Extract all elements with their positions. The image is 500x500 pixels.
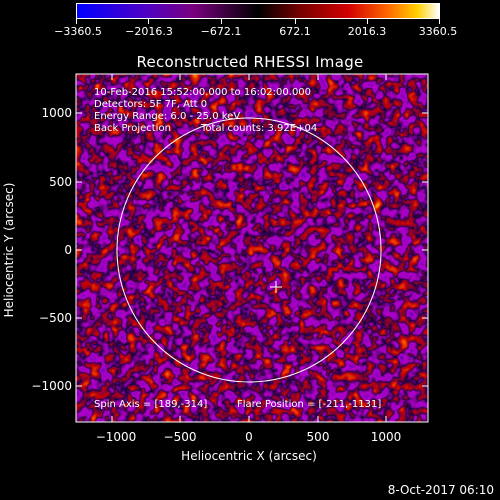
y-tick-label: 1000 [41,106,72,120]
y-axis-label: Heliocentric Y (arcsec) [2,183,16,318]
x-tick-label: 1000 [371,430,402,444]
y-tick-label: 0 [64,243,72,257]
plot-title: Reconstructed RHESSI Image [136,53,364,71]
solar-limb-circle [116,117,382,383]
colorbar [76,3,440,19]
detectors-annotation: Detectors: 5F 7F, Att 0 [94,99,208,110]
colorbar-tick [295,19,296,24]
y-tick-label: −500 [39,311,72,325]
x-axis-label: Heliocentric X (arcsec) [181,449,317,463]
colorbar-tick-label: 2016.3 [347,25,387,38]
energy-range-annotation: Energy Range: 6.0 - 25.0 keV [94,111,241,122]
plot-frame [75,73,429,423]
y-axis-ticks [76,112,428,387]
total-counts-annotation: Total counts: 3.92E+04 [201,123,318,134]
colorbar-tick-label: 3360.5 [418,25,458,38]
x-tick-label: 500 [307,430,330,444]
colorbar-tick [367,19,368,24]
y-tick-label: −1000 [31,379,72,393]
colorbar-tick-label: 672.1 [279,25,311,38]
x-tick-label: −500 [164,430,197,444]
x-tick-label: 0 [245,430,253,444]
x-tick-label: −1000 [96,430,137,444]
colorbar-tick [221,19,222,24]
spin-axis-annotation: Spin Axis = [189,-314] [94,399,208,410]
method-annotation: Back Projection [94,123,171,134]
colorbar-tick-label: −672.1 [200,25,242,38]
colorbar-tick-label: −3360.5 [54,25,102,38]
colorbar-tick-label: −2016.3 [125,25,173,38]
time-range-annotation: 10-Feb-2016 15:52:00.000 to 16:02:00.000 [94,87,312,98]
colorbar-tick [76,19,77,24]
footer-date: 8-Oct-2017 06:10 [387,483,494,497]
flare-position-annotation: Flare Position = [-211,-1131] [237,399,382,410]
reconstructed-image [76,74,428,422]
x-axis-ticks [111,74,387,422]
spin-axis-marker [270,281,282,293]
colorbar-tick [148,19,149,24]
y-tick-label: 500 [49,175,72,189]
colorbar-tick [439,19,440,24]
